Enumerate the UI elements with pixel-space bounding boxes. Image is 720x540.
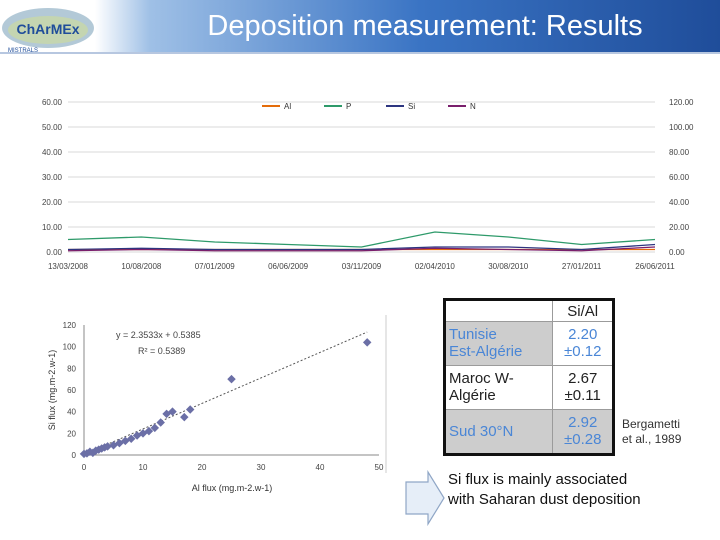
y-tick-left: 10.00 [42,223,63,232]
y-tick-right: 100.00 [669,123,694,132]
value-line: 2.92 [568,414,598,432]
series-line-n [67,246,656,252]
scatter-point [362,338,372,347]
charmex-logo: ChArMEx MISTRALS [2,8,94,54]
scatter-chart: 0 20 40 60 80 100 120 0 10 20 30 40 50 y = 2.3533x +… [47,315,387,493]
x-tick-label: 10/08/2008 [121,262,162,271]
logo-subtext: MISTRALS [8,48,38,54]
y-tick-left: 20.00 [42,198,63,207]
x-tick-label: 07/01/2009 [195,262,236,271]
x-tick-label: 06/06/2009 [268,262,309,271]
table-corner [443,299,554,322]
scatter-point [144,426,154,436]
y-tick-right: 40.00 [669,198,690,207]
y-tick-right: 20.00 [669,223,690,232]
region-line: Sud 30°N [449,422,514,440]
reference-line: et al., 1989 [622,432,682,446]
slide-header: ChArMEx MISTRALS Deposition measurement:… [0,0,720,54]
region-line: Algérie [449,387,496,405]
y-tick-left: 50.00 [42,123,63,132]
series-line-p [67,231,656,248]
region-line: Maroc W- [449,370,514,388]
scatter-ticks: 0 20 40 60 80 100 120 0 10 20 30 40 50 [63,321,384,472]
scatter-x-tick: 10 [139,463,148,472]
scatter-trendline [83,331,368,455]
y-tick-right: 60.00 [669,173,690,182]
x-tick-label: 02/04/2010 [415,262,456,271]
x-tick-label: 27/01/2011 [562,262,602,271]
conclusion-line: with Saharan dust deposition [448,491,641,508]
scatter-point [185,405,195,414]
time-series-right-ticks: 0.00 20.00 40.00 60.00 80.00 100.00 120.00 [669,98,694,257]
y-tick-right: 80.00 [669,148,690,157]
region-line: Tunisie [449,326,497,344]
scatter-x-tick: 50 [375,463,384,472]
time-series-left-ticks: 0.00 10.00 20.00 30.00 40.00 50.00 60.00 [42,98,63,257]
scatter-y-label: Si flux (mg.m-2.w-1) [47,350,57,431]
reference-note: Bergametti et al., 1989 [622,417,681,447]
scatter-y-tick: 0 [72,451,77,460]
value-line: ±0.28 [564,431,602,449]
scatter-x-tick: 20 [198,463,207,472]
logo-text: ChArMEx [16,21,79,37]
value-line: ±0.12 [564,343,602,361]
header-rule [0,52,720,54]
scatter-point [156,418,165,427]
legend-label: N [470,102,476,111]
y-tick-right: 120.00 [669,98,694,107]
conclusion-text: Si flux is mainly associated with Sahara… [448,470,718,510]
legend-label: P [346,102,351,111]
page-title: Deposition measurement: Results [207,10,643,42]
y-tick-left: 40.00 [42,148,63,157]
scatter-point [227,374,236,384]
scatter-y-tick: 60 [67,386,76,395]
table-cell-region: Tunisie Est-Algérie [443,321,554,366]
table-cell-region: Maroc W- Algérie [443,364,554,410]
scatter-y-tick: 120 [63,321,77,330]
series-line-si [67,243,656,251]
table-cell-value: 2.92 ±0.28 [552,408,614,456]
table-cell-value: 2.20 ±0.12 [552,321,614,366]
reference-line: Bergametti [622,417,681,431]
value-line: 2.67 [568,370,598,388]
y-tick-right: 0.00 [669,248,685,257]
scatter-x-tick: 30 [257,463,266,472]
legend-label: Si [408,102,415,111]
x-tick-label: 03/11/2009 [342,262,382,271]
scatter-x-tick: 0 [82,463,87,472]
trend-line [83,331,368,455]
legend-label: Al [284,102,291,111]
scatter-points [79,338,372,459]
conclusion-line: Si flux is mainly associated [448,471,628,488]
time-series-lines [67,231,656,252]
scatter-equation: y = 2.3533x + 0.5385 [116,330,201,340]
scatter-y-tick: 40 [67,408,76,417]
si-al-table: Si/Al Tunisie Est-Algérie 2.20 ±0.12 Mar… [443,298,615,456]
x-tick-label: 30/08/2010 [488,262,529,271]
time-series-grid [68,101,655,253]
time-series-chart: 0.00 10.00 20.00 30.00 40.00 50.00 60.00 0.00 2… [42,98,694,271]
scatter-point [180,412,189,422]
scatter-x-tick: 40 [316,463,325,472]
y-tick-left: 30.00 [42,173,63,182]
x-tick-label: 26/06/2011 [635,262,675,271]
table-cell-value: 2.67 ±0.11 [552,364,614,410]
time-series-x-ticks: 13/03/2008 10/08/2008 07/01/2009 06/06/2009… [48,262,675,271]
region-line: Est-Algérie [449,343,523,361]
table-cell-region: Sud 30°N [443,408,554,456]
y-tick-left: 60.00 [42,98,63,107]
table-header-si-al: Si/Al [552,299,614,322]
scatter-y-tick: 100 [63,343,77,352]
value-line: ±0.11 [564,387,601,405]
scatter-x-label: Al flux (mg.m-2.w-1) [192,483,273,493]
scatter-r2: R² = 0.5389 [138,346,185,356]
arrow-right-icon [405,470,445,526]
scatter-y-tick: 80 [67,364,76,373]
x-tick-label: 13/03/2008 [48,262,89,271]
time-series-legend: Al P Si N [262,102,476,111]
y-tick-left: 0.00 [46,248,62,257]
scatter-point [126,434,136,443]
value-line: 2.20 [568,326,598,344]
scatter-y-tick: 20 [67,429,76,438]
